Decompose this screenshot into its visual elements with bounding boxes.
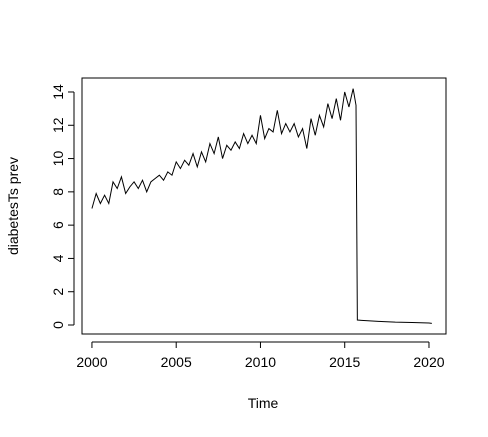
x-tick-label: 2020 (413, 354, 444, 370)
y-tick-label: 2 (50, 288, 66, 296)
y-tick-label: 6 (50, 221, 66, 229)
x-tick-label: 2000 (76, 354, 107, 370)
x-tick-label: 2015 (329, 354, 360, 370)
line-series (91, 88, 432, 324)
y-axis-label: diabetesTs prev (5, 157, 21, 255)
y-tick-label: 12 (50, 117, 66, 133)
plot-box (81, 77, 447, 335)
y-tick-label: 10 (50, 151, 66, 167)
y-tick-label: 0 (50, 321, 66, 329)
y-tick-label: 4 (50, 254, 66, 262)
x-tick-label: 2010 (245, 354, 276, 370)
x-tick-label: 2005 (161, 354, 192, 370)
x-axis-label: Time (248, 395, 279, 411)
y-tick-label: 8 (50, 188, 66, 196)
y-tick-label: 14 (50, 84, 66, 100)
